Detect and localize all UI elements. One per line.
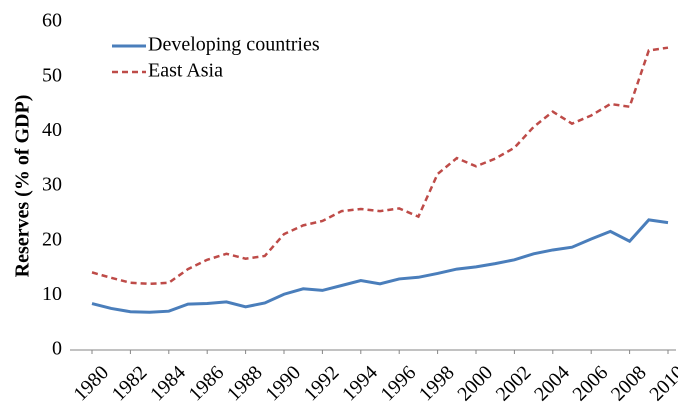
series-line [91,46,669,286]
x-tick-label: 2010 [645,362,678,406]
x-tick-label: 1996 [377,362,421,406]
series-line [91,218,669,314]
x-tick-label: 1988 [223,362,267,406]
legend-label: East Asia [148,60,223,82]
y-tick-label: 0 [52,338,62,360]
x-tick-label: 1986 [185,362,229,406]
x-tick-label: 1992 [300,362,344,406]
x-tick-label: 1998 [415,362,459,406]
x-tick-label: 1984 [146,362,190,406]
x-tick-label: 1982 [108,362,152,406]
x-tick-label: 2006 [569,362,613,406]
y-tick-label: 20 [42,228,62,250]
legend-label: Developing countries [148,34,320,56]
y-axis-label: Reserves (% of GDP) [12,95,34,278]
x-tick-label: 1980 [69,362,113,406]
x-tick-label: 2002 [492,362,536,406]
x-tick-label: 1990 [261,362,305,406]
y-tick-label: 50 [42,64,62,86]
y-tick-label: 30 [42,174,62,196]
y-tick-label: 60 [42,10,62,32]
x-tick-label: 2000 [453,362,497,406]
y-tick-label: 10 [42,283,62,305]
y-tick-label: 40 [42,119,62,141]
x-tick-label: 2008 [607,362,651,406]
x-tick-label: 1994 [338,362,382,406]
x-tick-label: 2004 [530,362,574,406]
